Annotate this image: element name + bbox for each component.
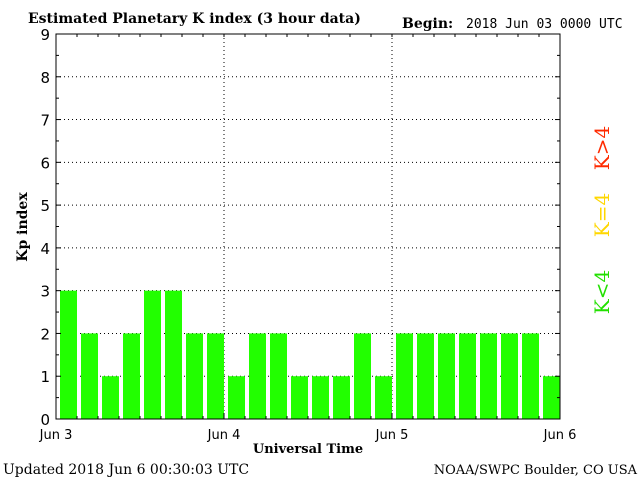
bar [333,376,350,419]
bar [459,333,476,419]
bar [81,333,98,419]
y-tick-label: 4 [40,240,50,258]
bar [249,333,266,419]
y-tick-label: 6 [40,154,50,172]
y-tick-label: 5 [40,197,50,215]
y-tick-label: 8 [40,69,50,87]
y-tick-label: 0 [40,411,50,429]
bar [417,333,434,419]
y-axis: 0 1 2 3 4 5 6 7 8 9 [40,26,560,429]
updated-timestamp: Updated 2018 Jun 6 00:30:03 UTC [3,462,249,478]
x-tick-label: Jun 6 [543,428,577,443]
legend: K>4 K=4 K<4 [590,126,614,314]
x-axis-label: Universal Time [253,442,363,457]
source-credit: NOAA/SWPC Boulder, CO USA [434,463,638,478]
y-tick-label: 1 [40,368,50,386]
bar [228,376,245,419]
bar [312,376,329,419]
bar [543,376,560,419]
bar [291,376,308,419]
chart-title: Estimated Planetary K index (3 hour data… [28,11,361,27]
bar [354,333,371,419]
y-tick-label: 7 [40,112,50,130]
legend-label: K=4 [590,193,614,237]
bar [270,333,287,419]
bar [396,333,413,419]
bar [501,333,518,419]
bar [123,333,140,419]
legend-label: K>4 [590,126,614,170]
bar [522,333,539,419]
bar [438,333,455,419]
begin-value: 2018 Jun 03 0000 UTC [466,17,623,32]
y-tick-label: 3 [40,283,50,301]
bar [60,290,77,419]
bars [60,290,560,419]
bar [480,333,497,419]
x-tick-label: Jun 4 [207,428,241,443]
y-axis-label: Kp index [15,192,31,262]
bar [207,333,224,419]
x-tick-label: Jun 3 [39,428,73,443]
y-tick-label: 9 [40,26,50,44]
bar [375,376,392,419]
x-axis: Jun 3 Jun 4 Jun 5 Jun 6 [39,34,577,443]
x-tick-label: Jun 5 [375,428,409,443]
bar [165,290,182,419]
bar [186,333,203,419]
begin-label: Begin: [402,16,453,32]
bar [102,376,119,419]
y-tick-label: 2 [40,325,50,343]
legend-label: K<4 [590,270,614,314]
bar [144,290,161,419]
